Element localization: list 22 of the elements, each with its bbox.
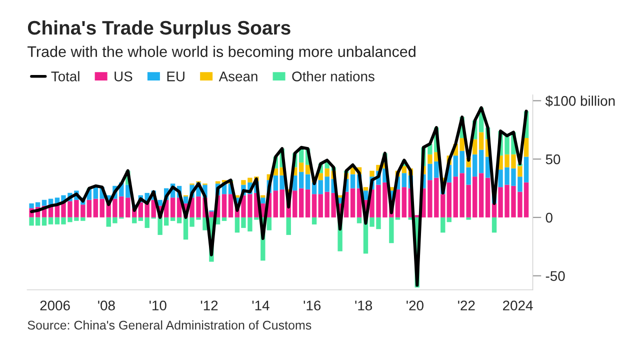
x-tick-label: '10: [150, 300, 166, 310]
legend-label: Other nations: [292, 71, 374, 82]
chart-title: China's Trade Surplus Soars: [28, 20, 290, 39]
x-tick-label: '22: [458, 300, 475, 310]
y-tick-label: $100 billion: [545, 95, 615, 107]
x-tick-label: '18: [355, 300, 372, 310]
x-tick-label: '20: [406, 300, 424, 310]
y-tick-label: -50: [546, 271, 565, 281]
x-tick-label: 2006: [40, 300, 70, 310]
x-tick-label: 2024: [503, 300, 533, 310]
x-tick-label: '14: [252, 300, 270, 310]
legend-label: EU: [167, 72, 184, 82]
legend-label: Asean: [218, 72, 258, 82]
y-tick-label: 0: [546, 212, 552, 223]
chart-subtitle: Trade with the whole world is becoming more unbalanced: [28, 46, 416, 60]
y-tick-label: 50: [546, 154, 560, 164]
source-note: Source: China's General Administration of Customs: [28, 320, 312, 330]
legend-label: Total: [51, 71, 80, 82]
x-tick-label: '08: [98, 300, 115, 310]
legend-label: US: [114, 72, 132, 82]
x-tick-label: '12: [200, 300, 218, 310]
x-tick-label: '16: [304, 300, 321, 310]
